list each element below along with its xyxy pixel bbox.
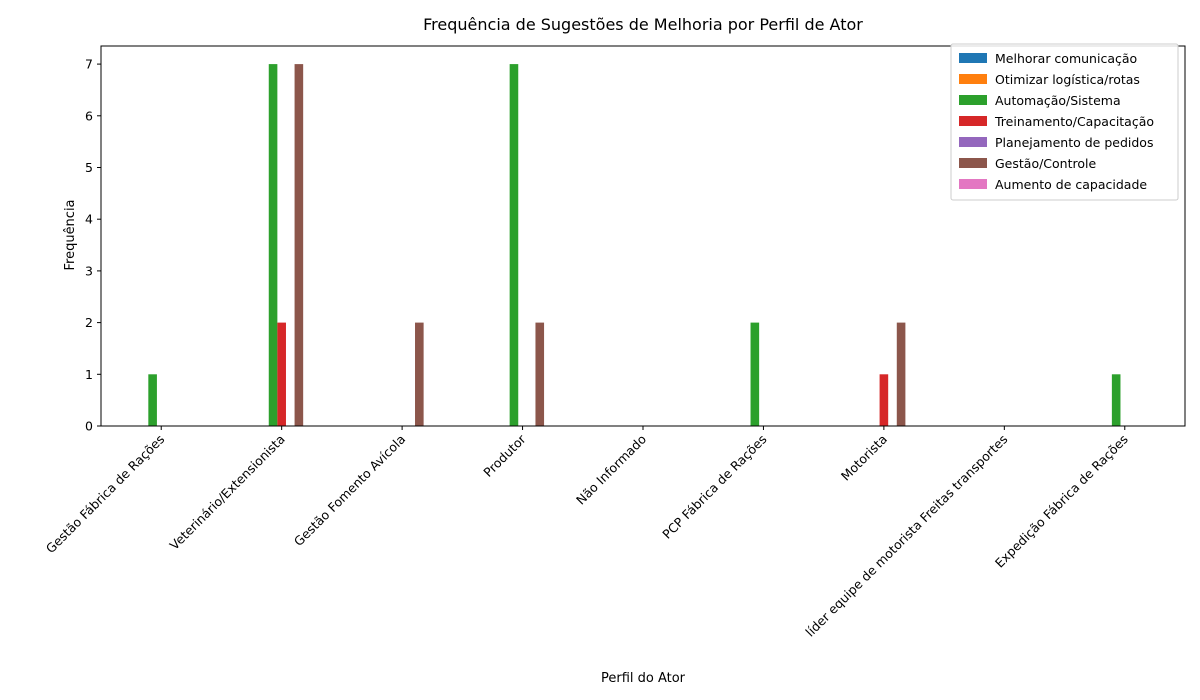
x-axis-title: Perfil do Ator bbox=[601, 671, 686, 686]
bar bbox=[148, 374, 157, 426]
legend-swatch bbox=[959, 95, 987, 105]
legend-swatch bbox=[959, 158, 987, 168]
x-tick-label: Veterinário/Extensionista bbox=[167, 432, 288, 553]
bar bbox=[750, 322, 760, 426]
y-axis-title: Frequência bbox=[63, 199, 78, 270]
bar bbox=[415, 322, 424, 426]
bar bbox=[535, 322, 545, 426]
y-tick-label: 2 bbox=[85, 315, 93, 330]
y-tick-label: 4 bbox=[85, 212, 93, 227]
y-tick-label: 0 bbox=[85, 419, 93, 434]
bar bbox=[277, 322, 286, 426]
x-tick-label: PCP Fábrica de Rações bbox=[659, 432, 769, 542]
legend-swatch bbox=[959, 116, 987, 126]
x-tick-label: líder equipe de motorista Freitas transp… bbox=[802, 432, 1010, 640]
y-tick-label: 7 bbox=[85, 57, 93, 72]
chart-title: Frequência de Sugestões de Melhoria por … bbox=[423, 15, 863, 34]
x-tick-label: Não Informado bbox=[573, 432, 649, 508]
x-tick-label: Gestão Fábrica de Rações bbox=[43, 432, 168, 557]
legend-label: Aumento de capacidade bbox=[995, 177, 1147, 192]
legend-label: Planejamento de pedidos bbox=[995, 135, 1153, 150]
legend: Melhorar comunicação Otimizar logística/r… bbox=[950, 43, 1179, 201]
y-tick-label: 6 bbox=[85, 108, 93, 123]
y-tick-label: 3 bbox=[85, 263, 93, 278]
bar bbox=[896, 322, 906, 426]
legend-swatch bbox=[959, 53, 987, 63]
bar bbox=[294, 64, 304, 426]
x-tick-label: Gestão Fomento Avícola bbox=[291, 432, 408, 549]
y-tick-label: 1 bbox=[85, 367, 93, 382]
legend-label: Gestão/Controle bbox=[995, 156, 1096, 171]
x-tick-label: Produtor bbox=[480, 431, 529, 480]
x-tick-label: Expedição Fábrica de Rações bbox=[992, 432, 1131, 571]
y-tick-label: 5 bbox=[85, 160, 93, 175]
legend-box bbox=[950, 43, 1179, 201]
legend-label: Automação/Sistema bbox=[995, 93, 1121, 108]
legend-label: Melhorar comunicação bbox=[995, 51, 1137, 66]
bar bbox=[509, 64, 519, 426]
bar bbox=[879, 374, 889, 426]
legend-swatch bbox=[959, 179, 987, 189]
legend-swatch bbox=[959, 137, 987, 147]
legend-label: Otimizar logística/rotas bbox=[995, 72, 1140, 87]
x-tick-label: Motorista bbox=[838, 432, 890, 484]
legend-swatch bbox=[959, 74, 987, 84]
legend-label: Treinamento/Capacitação bbox=[994, 114, 1154, 129]
bar bbox=[1111, 374, 1121, 426]
bar bbox=[268, 64, 278, 426]
